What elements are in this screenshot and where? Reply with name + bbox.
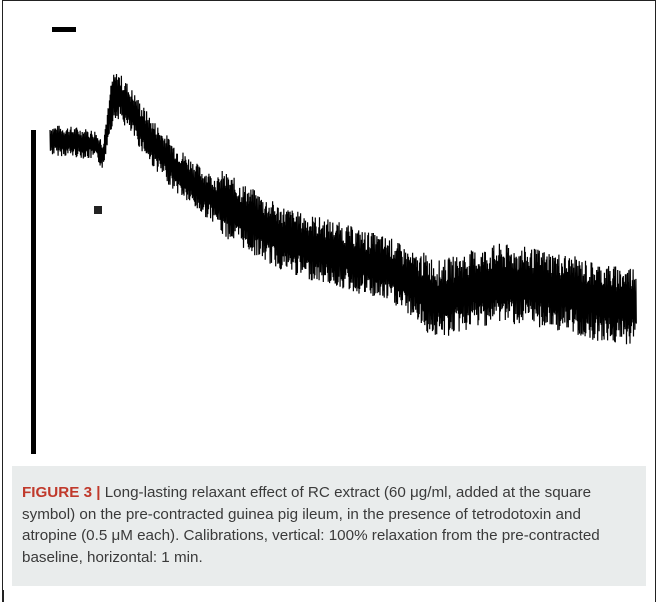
figure-frame-bottom-left: [2, 590, 4, 602]
tension-trace-line: [49, 73, 637, 345]
figure-caption: FIGURE 3 | Long-lasting relaxant effect …: [12, 466, 646, 586]
extract-addition-square-symbol: [94, 206, 102, 214]
tension-trace: [49, 73, 637, 345]
vertical-calibration-bar: [31, 130, 36, 454]
horizontal-calibration-bar: [52, 27, 76, 32]
figure-caption-text: Long-lasting relaxant effect of RC extra…: [22, 484, 600, 566]
recording-panel: [31, 27, 637, 454]
figure-frame-bottom-right: [654, 590, 656, 602]
figure-label: FIGURE 3 |: [22, 484, 101, 501]
